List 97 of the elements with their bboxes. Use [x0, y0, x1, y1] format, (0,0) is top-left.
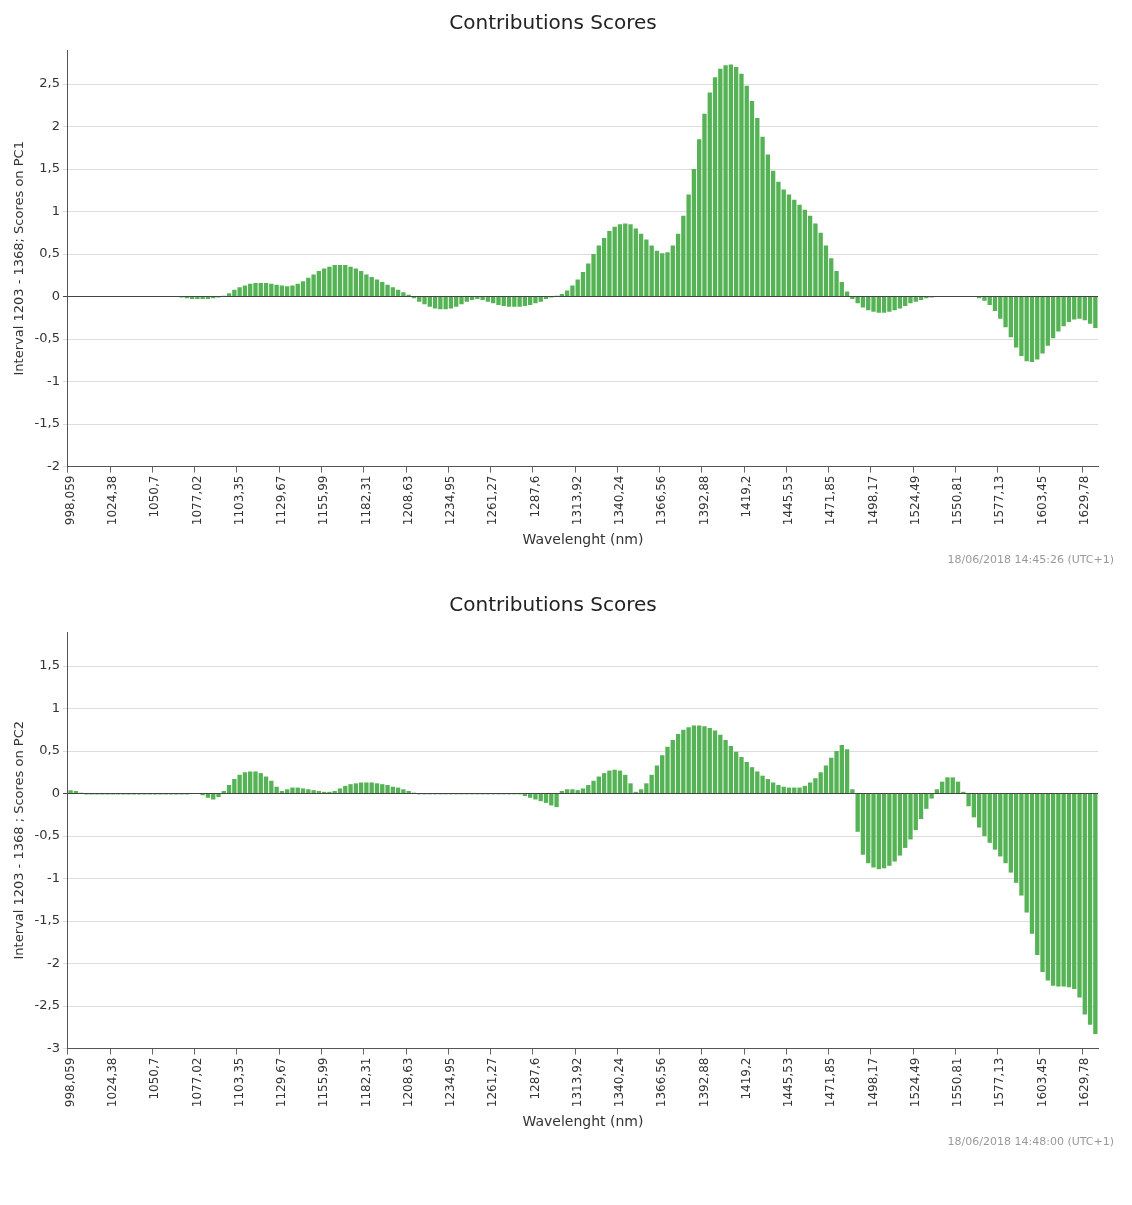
y-axis-title: Interval 1203 - 1368 ; Scores on PC2 [11, 721, 27, 960]
x-tick-label: 1471,85 [823, 475, 838, 526]
x-tick-label: 1419,2 [738, 1057, 753, 1100]
y-tick-label: 1,5 [39, 160, 60, 176]
y-tick-label: 2 [51, 117, 60, 133]
x-tick-label: 1024,38 [104, 1057, 119, 1108]
bar [337, 265, 343, 297]
x-tick-label: 1234,95 [443, 475, 458, 526]
x-tick-label: 1313,92 [569, 475, 584, 526]
x-axis-title: Wavelenght (nm) [522, 531, 644, 548]
y-tick-label: -1,5 [34, 415, 60, 431]
x-tick-label: 1050,7 [147, 1057, 162, 1100]
x-tick-label: 1129,67 [274, 1057, 289, 1108]
y-tick-label: 0 [51, 287, 60, 303]
x-tick-label: 1155,99 [316, 1057, 331, 1108]
x-tick-label: 1340,24 [612, 475, 627, 526]
bar [580, 788, 586, 794]
y-tick-label: -0,5 [34, 330, 60, 346]
x-tick-label: 1287,6 [527, 475, 542, 518]
x-tick-label: 1077,02 [189, 1057, 204, 1108]
y-tick-label: -3 [47, 1039, 60, 1055]
x-tick-label: 1050,7 [147, 475, 162, 518]
x-tick-label: 1077,02 [189, 475, 204, 526]
x-tick-label: 1024,38 [104, 475, 119, 526]
x-tick-label: 1392,88 [696, 1057, 711, 1108]
x-tick-label: 1261,27 [485, 475, 500, 526]
y-tick-label: 0 [51, 784, 60, 800]
x-tick-label: 1445,53 [781, 1057, 796, 1108]
x-tick-label: 1182,31 [358, 475, 373, 526]
bar [617, 770, 623, 794]
x-tick-label: 1340,24 [612, 1057, 627, 1108]
text: 18/06/2018 14:48:00 (UTC+1) [946, 1135, 1115, 1148]
bar [1029, 297, 1035, 363]
x-tick-label: 1629,78 [1076, 1057, 1091, 1108]
y-tick-label: -0,5 [34, 827, 60, 843]
y-axis-title: Interval 1203 - 1368; Scores on PC1 [11, 141, 27, 376]
y-tick-label: -1,5 [34, 912, 60, 928]
bar [506, 297, 512, 307]
x-tick-label: 1419,2 [738, 475, 753, 518]
y-tick-label: 1 [51, 202, 60, 218]
x-tick-label: 1524,49 [907, 1057, 922, 1108]
x-tick-label: 1603,45 [1034, 475, 1049, 526]
chart-title: Contributions Scores [449, 10, 657, 35]
x-tick-label: 1103,35 [231, 1057, 246, 1108]
chart-title: Contributions Scores [449, 592, 657, 617]
x-tick-label: 1129,67 [274, 475, 289, 526]
bar [374, 279, 380, 297]
y-tick-label: -2 [47, 954, 60, 970]
x-tick-label: 1498,17 [865, 1057, 880, 1108]
bar [1066, 794, 1072, 988]
x-tick-label: 998,059 [62, 475, 77, 526]
bar [1066, 297, 1072, 323]
x-tick-label: 1471,85 [823, 1057, 838, 1108]
x-tick-label: 1550,81 [950, 1057, 965, 1108]
bar [263, 282, 269, 297]
x-tick-label: 1550,81 [950, 475, 965, 526]
y-tick-label: 0,5 [39, 245, 60, 261]
bar [337, 788, 343, 794]
x-tick-label: 1366,56 [654, 1057, 669, 1108]
y-tick-label: 1 [51, 699, 60, 715]
text: 18/06/2018 14:45:26 (UTC+1) [946, 553, 1115, 566]
x-tick-label: 1155,99 [316, 475, 331, 526]
y-tick-label: 2,5 [39, 75, 60, 91]
x-tick-label: 1577,13 [992, 1057, 1007, 1108]
y-tick-label: 0,5 [39, 742, 60, 758]
y-tick-label: -1 [47, 869, 60, 885]
bar [300, 788, 306, 794]
x-tick-label: 1208,63 [400, 1057, 415, 1108]
x-tick-label: 1182,31 [358, 1057, 373, 1108]
x-tick-label: 1524,49 [907, 475, 922, 526]
x-tick-label: 1603,45 [1034, 1057, 1049, 1108]
y-tick-label: -2 [47, 457, 60, 473]
x-tick-label: 998,059 [62, 1057, 77, 1108]
bar [263, 776, 269, 794]
x-tick-label: 1366,56 [654, 475, 669, 526]
bar [712, 730, 718, 794]
x-tick-label: 1234,95 [443, 1057, 458, 1108]
y-tick-label: -2,5 [34, 997, 60, 1013]
bar [955, 781, 961, 794]
bar [918, 297, 924, 300]
x-tick-label: 1103,35 [231, 475, 246, 526]
bar [543, 794, 549, 803]
x-tick-label: 1498,17 [865, 475, 880, 526]
x-tick-label: 1577,13 [992, 475, 1007, 526]
bar [374, 783, 380, 794]
x-tick-label: 1629,78 [1076, 475, 1091, 526]
bar [300, 281, 306, 297]
y-tick-label: 1,5 [39, 657, 60, 673]
x-tick-label: 1392,88 [696, 475, 711, 526]
x-tick-label: 1208,63 [400, 475, 415, 526]
x-tick-label: 1445,53 [781, 475, 796, 526]
bar [617, 224, 623, 297]
x-tick-label: 1287,6 [527, 1057, 542, 1100]
x-tick-label: 1313,92 [569, 1057, 584, 1108]
y-tick-label: -1 [47, 372, 60, 388]
x-tick-label: 1261,27 [485, 1057, 500, 1108]
x-axis-title: Wavelenght (nm) [522, 1113, 644, 1130]
